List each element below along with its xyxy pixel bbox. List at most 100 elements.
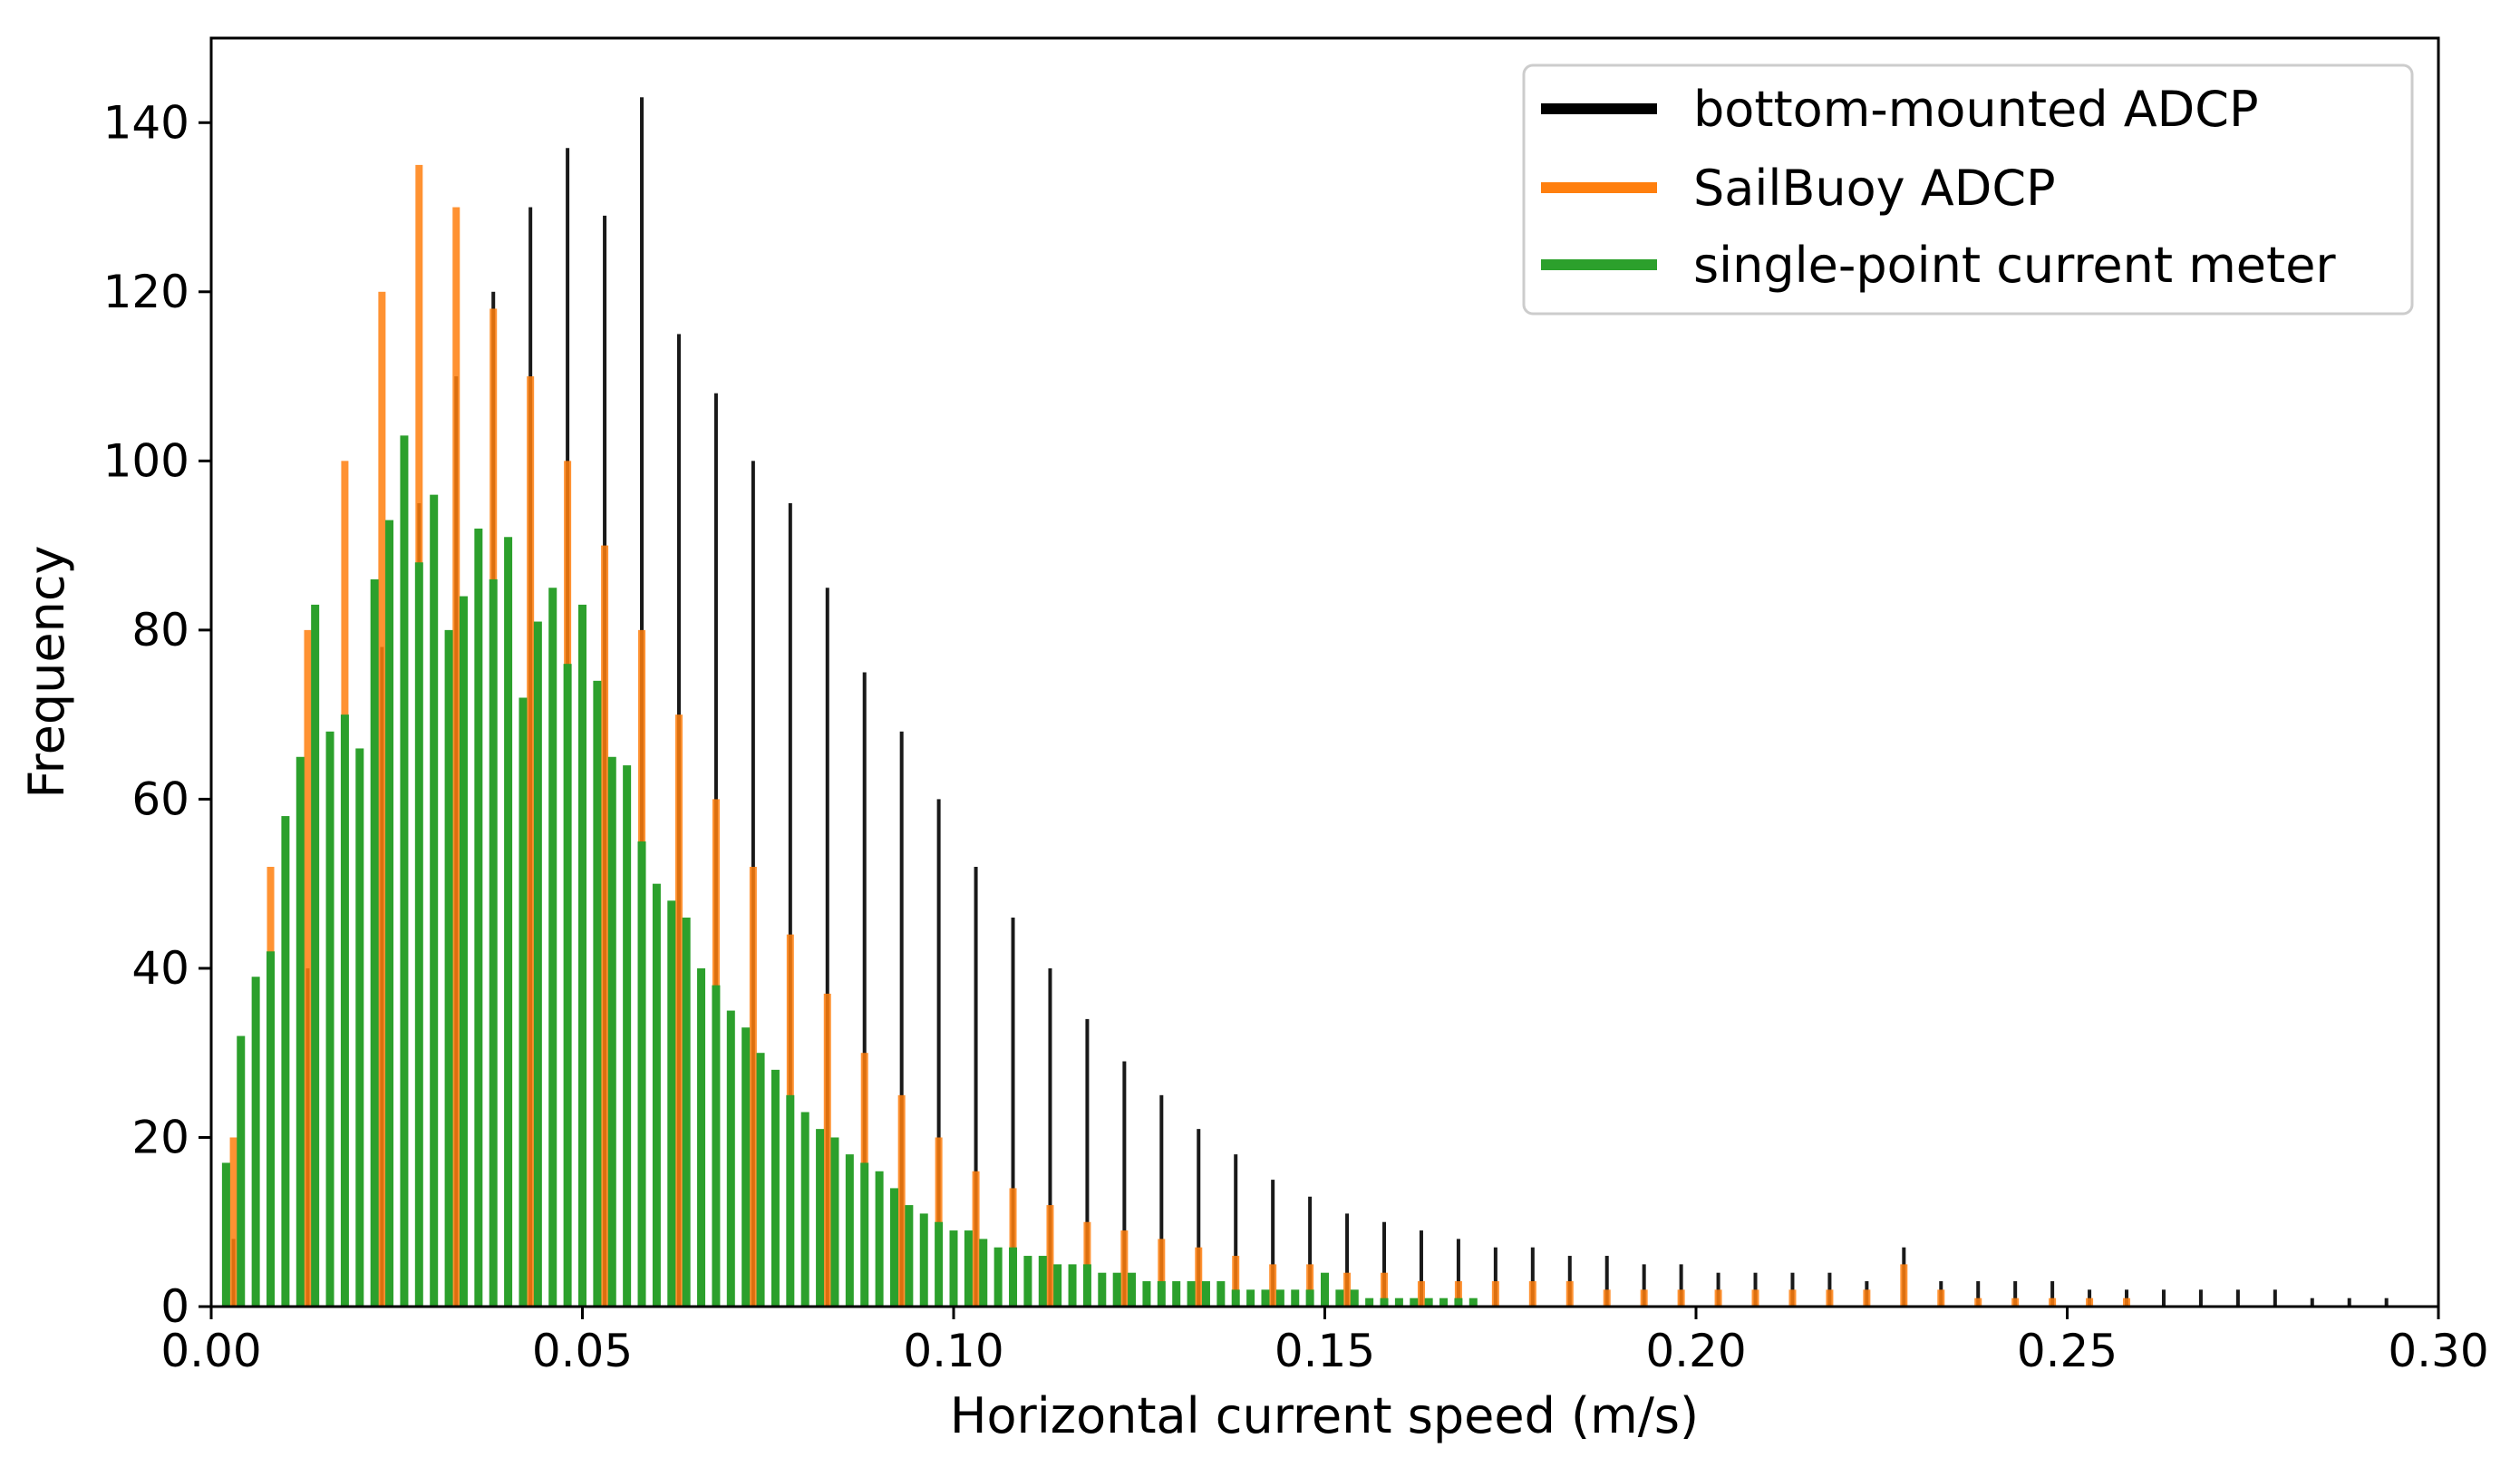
bar xyxy=(325,731,334,1307)
bar xyxy=(1195,1247,1203,1307)
bar xyxy=(1419,1230,1423,1307)
bar xyxy=(1197,1129,1201,1307)
bar xyxy=(1716,1272,1720,1307)
bar xyxy=(1009,1247,1018,1307)
bar xyxy=(637,841,646,1307)
y-axis-ticks: 0 20 40 60 80 100 120 140 xyxy=(103,96,211,1333)
bar xyxy=(607,756,616,1307)
bar xyxy=(816,1129,825,1307)
bar xyxy=(1530,1247,1535,1307)
bar xyxy=(1120,1230,1129,1307)
bar xyxy=(340,714,349,1307)
bar xyxy=(993,1247,1003,1307)
bar xyxy=(601,545,609,1307)
bar xyxy=(311,604,320,1307)
bar xyxy=(786,1094,795,1307)
y-tick-label: 20 xyxy=(131,1111,189,1163)
legend-label-single-point-current-meter: single-point current meter xyxy=(1693,237,2336,294)
bar xyxy=(2161,1289,2166,1307)
bar xyxy=(2086,1298,2094,1307)
bar xyxy=(1261,1289,1270,1307)
bar xyxy=(1128,1272,1137,1307)
bar xyxy=(1053,1264,1062,1307)
bar xyxy=(674,714,683,1307)
bar xyxy=(385,520,394,1307)
bar xyxy=(1048,967,1052,1307)
y-tick-label: 0 xyxy=(160,1280,189,1333)
bar xyxy=(1424,1298,1433,1307)
bar xyxy=(1321,1272,1329,1307)
bar xyxy=(897,1094,906,1307)
bar xyxy=(949,1230,958,1307)
bar xyxy=(1382,1221,1387,1307)
bar xyxy=(378,291,386,1307)
bar xyxy=(1216,1281,1226,1307)
bar xyxy=(936,799,941,1307)
bar xyxy=(1827,1272,1832,1307)
bar xyxy=(1976,1281,1981,1307)
bar xyxy=(1454,1298,1463,1307)
bar xyxy=(1291,1289,1300,1307)
bar xyxy=(1246,1289,1255,1307)
bar xyxy=(1187,1281,1196,1307)
bar xyxy=(964,1230,973,1307)
bar xyxy=(889,1188,898,1307)
bar xyxy=(1308,1196,1313,1307)
bar xyxy=(1863,1289,1871,1307)
bar xyxy=(1454,1281,1462,1307)
bar xyxy=(1083,1221,1091,1307)
bar xyxy=(825,588,829,1307)
bar xyxy=(281,816,290,1307)
bar xyxy=(1456,1239,1460,1307)
bar xyxy=(296,756,305,1307)
bar xyxy=(251,977,260,1307)
bar xyxy=(1640,1289,1648,1307)
bar xyxy=(1046,1205,1054,1307)
bar xyxy=(667,900,676,1307)
bar xyxy=(749,867,757,1307)
bar xyxy=(1528,1281,1536,1307)
bar xyxy=(1305,1289,1314,1307)
bar xyxy=(2310,1298,2314,1307)
bar xyxy=(1751,1289,1759,1307)
legend: bottom-mounted ADCP SailBuoy ADCP single… xyxy=(1522,63,2414,316)
bar xyxy=(2384,1298,2389,1307)
bar xyxy=(1082,1264,1091,1307)
series-2-bars xyxy=(221,435,1478,1307)
bar xyxy=(548,588,557,1307)
x-tick-label: 0.05 xyxy=(532,1325,633,1377)
bar xyxy=(919,1213,928,1307)
bar xyxy=(652,883,661,1307)
bar xyxy=(1269,1264,1277,1307)
bar xyxy=(771,1069,780,1307)
x-axis-label: Horizontal current speed (m/s) xyxy=(950,1387,1699,1444)
bar xyxy=(2011,1298,2020,1307)
x-tick-label: 0.25 xyxy=(2017,1325,2118,1377)
x-tick-label: 0.30 xyxy=(2388,1325,2488,1377)
x-tick-label: 0.15 xyxy=(1275,1325,1375,1377)
bar xyxy=(899,731,904,1307)
bar xyxy=(623,765,632,1307)
bar xyxy=(875,1171,884,1307)
bar xyxy=(504,537,513,1307)
bar xyxy=(860,1162,869,1307)
bar xyxy=(2049,1298,2057,1307)
y-tick-label: 80 xyxy=(131,604,189,656)
bar xyxy=(1826,1289,1834,1307)
bar xyxy=(1335,1289,1344,1307)
bar xyxy=(1439,1298,1449,1307)
bar xyxy=(1974,1298,1982,1307)
bar xyxy=(974,867,978,1307)
bar xyxy=(1275,1289,1284,1307)
bar xyxy=(1493,1247,1497,1307)
bar xyxy=(400,435,409,1307)
bar xyxy=(2235,1289,2240,1307)
bar xyxy=(355,748,364,1307)
y-axis-label: Frequency xyxy=(18,546,75,799)
legend-box xyxy=(1522,63,2414,316)
bar xyxy=(1410,1298,1419,1307)
bar xyxy=(444,629,453,1307)
bar xyxy=(304,629,312,1307)
bar xyxy=(1603,1289,1611,1307)
